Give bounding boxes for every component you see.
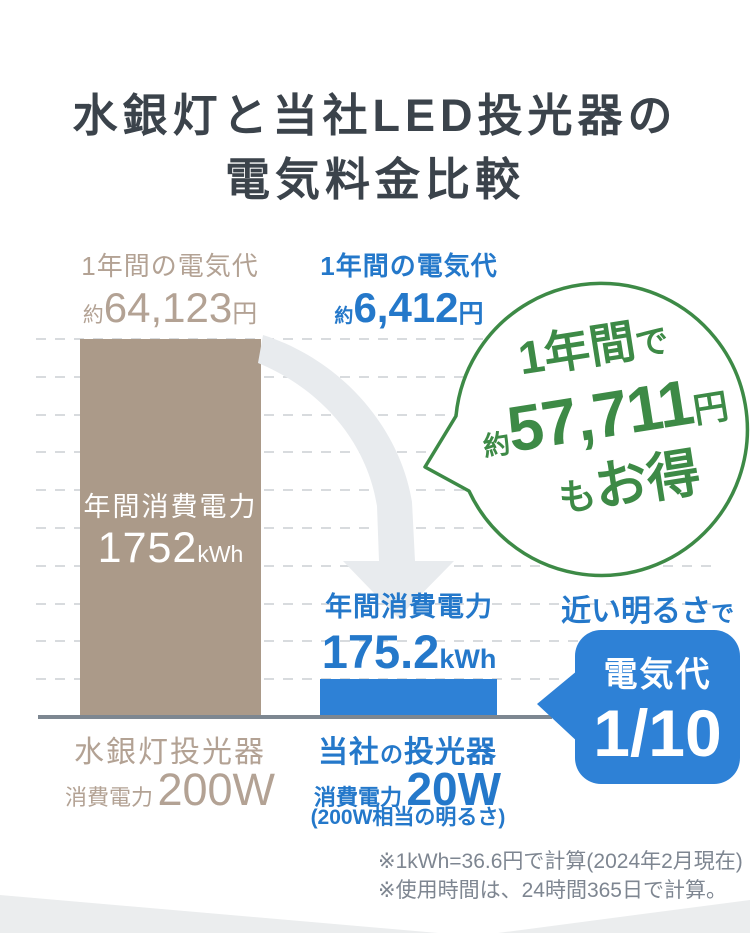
bubble-line1: 1年間 <box>514 314 639 385</box>
bubble-line3-small: も <box>555 474 599 521</box>
ratio-badge-heading-small: で <box>711 600 734 626</box>
footnote-1: ※1kWh=36.6円で計算(2024年2月現在) <box>378 850 743 873</box>
ratio-badge-heading: 近い明るさで <box>545 586 750 630</box>
mercury-power: 消費電力 200W <box>40 764 300 816</box>
led-cost-block: 1年間の電気代 約6,412円 <box>303 246 515 329</box>
led-bar <box>320 679 497 717</box>
led-cost-value: 6,412 <box>353 284 459 331</box>
led-cost-unit: 円 <box>458 300 484 328</box>
bubble-line1-small: で <box>632 321 672 363</box>
led-power-value: 20W <box>406 763 502 815</box>
bottom-left-wedge <box>0 895 438 933</box>
mercury-cost-unit: 円 <box>232 300 258 328</box>
ratio-badge-label: 電気代 <box>603 656 712 694</box>
mercury-name: 水銀灯投光器 <box>74 736 266 769</box>
mercury-cost-value: 64,123 <box>103 284 233 331</box>
footnote-2: ※使用時間は、24時間365日で計算。 <box>378 879 727 903</box>
led-consumption-label: 年間消費電力 <box>325 592 493 622</box>
mercury-cost-title: 1年間の電気代 <box>81 251 259 281</box>
gridline <box>36 640 716 643</box>
led-cost-title: 1年間の電気代 <box>320 251 498 281</box>
bubble-yen: 円 <box>690 387 732 432</box>
mercury-cost-block: 1年間の電気代 約64,123円 <box>40 246 300 329</box>
page-title-line1: 水銀灯と当社LED投光器の <box>72 90 678 141</box>
led-name: 当社の投光器 <box>300 727 515 771</box>
led-consumption-value: 175.2 <box>321 625 440 678</box>
ratio-badge-value: 1/10 <box>593 696 722 770</box>
mercury-bar: 年間消費電力 1752kWh <box>80 339 261 717</box>
mercury-power-label: 消費電力 <box>64 785 153 810</box>
ratio-badge-heading-text: 近い明るさ <box>561 595 711 628</box>
led-cost-approx: 約 <box>334 306 354 327</box>
led-power-label: 消費電力 <box>313 785 402 810</box>
led-name-particle: の <box>380 741 404 767</box>
led-consumption-unit: kWh <box>439 644 497 674</box>
baseline-axis <box>38 715 552 719</box>
page-title: 水銀灯と当社LED投光器の 電気料金比較 <box>0 84 750 212</box>
led-name-head: 当社 <box>318 736 380 769</box>
led-power: 消費電力 20W <box>300 762 515 816</box>
led-consumption: 年間消費電力 175.2kWh <box>298 585 520 679</box>
ratio-badge: 電気代 1/10 <box>575 630 740 784</box>
mercury-power-value: 200W <box>157 764 276 815</box>
mercury-consumption-label: 年間消費電力 <box>83 492 258 522</box>
page-title-line2: 電気料金比較 <box>224 153 525 205</box>
mercury-consumption-unit: kWh <box>197 541 244 567</box>
mercury-cost-approx: 約 <box>82 304 104 327</box>
mercury-consumption: 年間消費電力 1752kWh <box>80 485 261 573</box>
led-power-note: (200W相当の明るさ) <box>310 806 506 829</box>
mercury-consumption-value: 1752 <box>97 524 198 572</box>
footnotes: ※1kWh=36.6円で計算(2024年2月現在) ※使用時間は、24時間365… <box>378 847 743 906</box>
led-name-tail: 投光器 <box>404 736 497 769</box>
